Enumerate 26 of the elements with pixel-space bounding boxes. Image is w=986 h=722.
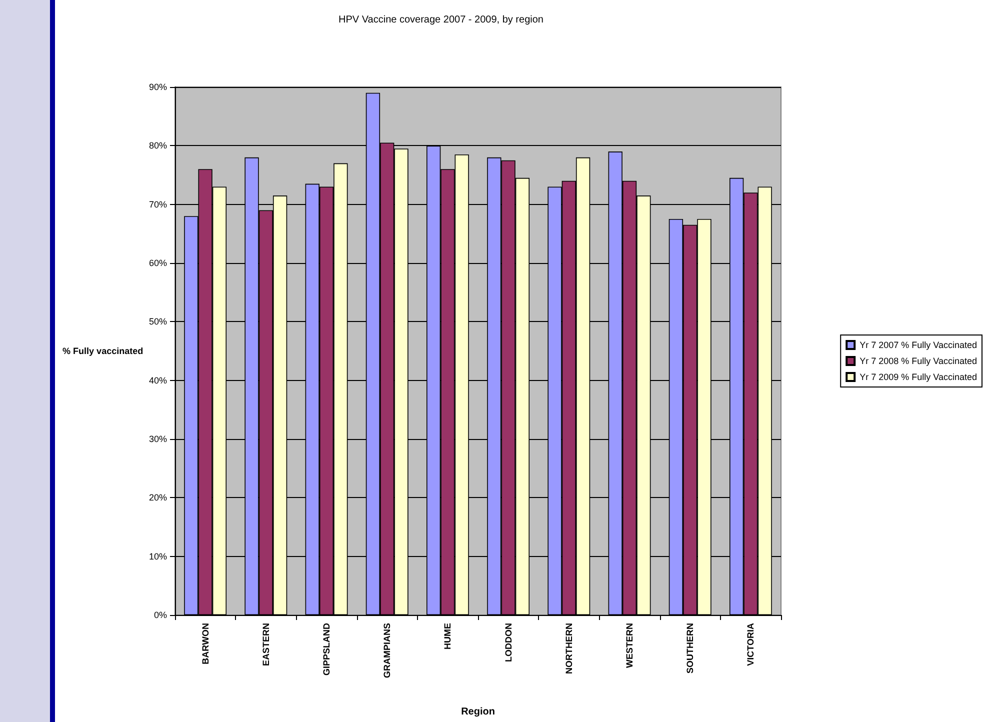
y-tick-label: 30%: [148, 434, 167, 444]
legend-label: Yr 7 2008 % Fully Vaccinated: [860, 356, 978, 366]
y-tick-label: 90%: [148, 82, 167, 92]
x-tick-label: GIPPSLAND: [322, 622, 332, 676]
y-tick-label: 0%: [154, 610, 167, 620]
y-tick-label: 70%: [148, 199, 167, 210]
y-tick-label: 50%: [148, 316, 167, 327]
y-tick-label: 10%: [148, 551, 167, 562]
x-tick-label: BARWON: [200, 623, 210, 664]
x-tick-label: VICTORIA: [746, 622, 756, 666]
y-tick-label: 80%: [148, 140, 167, 151]
x-tick-label: SOUTHERN: [685, 623, 696, 674]
legend-label: Yr 7 2007 % Fully Vaccinated: [860, 340, 978, 350]
x-tick-label: WESTERN: [624, 623, 634, 668]
chart-title: HPV Vaccine coverage 2007 - 2009, by region: [338, 14, 544, 26]
y-axis-title: % Fully vaccinated: [62, 346, 144, 356]
x-axis-title: Region: [461, 706, 495, 718]
x-tick-label: LODDON: [503, 623, 514, 662]
x-tick-label: NORTHERN: [564, 623, 574, 674]
x-tick-label: GRAMPIANS: [382, 623, 392, 678]
y-tick-label: 20%: [148, 492, 167, 503]
x-tick-label: HUME: [442, 623, 453, 650]
y-tick-label: 40%: [148, 375, 167, 386]
legend-label: Yr 7 2009 % Fully Vaccinated: [860, 372, 978, 382]
y-tick-label: 60%: [148, 258, 167, 268]
x-tick-label: EASTERN: [260, 623, 271, 666]
